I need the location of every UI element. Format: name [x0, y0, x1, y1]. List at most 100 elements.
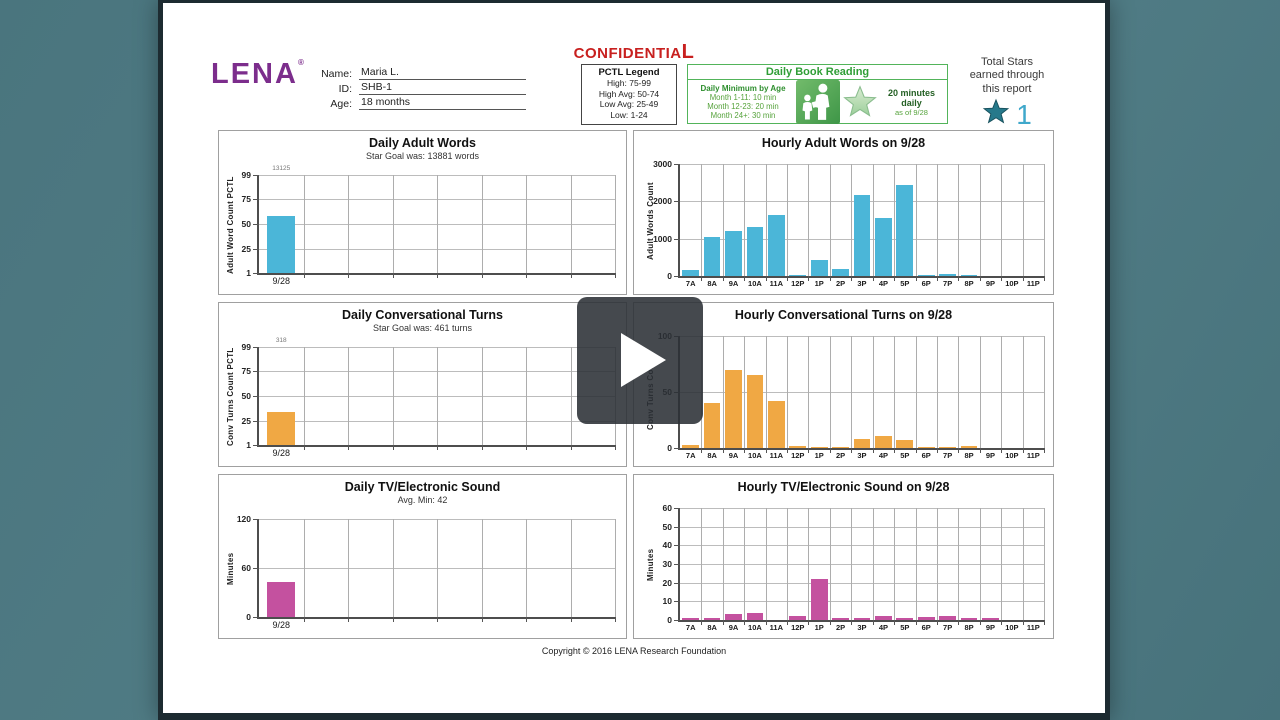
x-tick-label: 9/28: [272, 276, 291, 286]
x-tick-label: 7P: [943, 279, 953, 288]
bar: [703, 618, 721, 620]
bar: [917, 617, 935, 620]
x-tick-label: 6P: [921, 451, 931, 460]
bar: [682, 444, 700, 448]
age-label: Age:: [330, 98, 352, 110]
pctl-legend-title: PCTL Legend: [598, 67, 660, 78]
plot-area: 0 10 20 30 40 50 60 7A 8A 9A 10A 11A 12P 1P 2P 3P 4P 5P 6P…: [663, 503, 1045, 632]
y-axis-label: Minutes: [226, 552, 235, 586]
x-tick-label: 7A: [685, 623, 696, 632]
bar: [768, 215, 785, 276]
bar-value-label: 318: [275, 337, 287, 344]
registered-mark: ®: [297, 58, 304, 67]
x-tick-label: 8A: [707, 623, 717, 632]
bar: [810, 260, 828, 276]
copyright-text: Copyright © 2016 LENA Research Foundatio…: [541, 646, 727, 656]
bar: [853, 439, 871, 448]
x-tick-label: 9A: [728, 279, 739, 288]
play-icon: [621, 333, 666, 387]
x-tick-label: 6P: [921, 279, 931, 288]
book-reading-icon: [796, 80, 840, 124]
total-stars: Total Stars earned through this report 1: [951, 56, 1063, 131]
chart-subtitle: Star Goal was: 461 turns: [372, 323, 473, 333]
x-tick-label: 11A: [769, 279, 784, 288]
x-tick-label: 5P: [900, 279, 910, 288]
name-value: Maria L.: [359, 66, 526, 80]
x-tick-label: 10P: [1005, 279, 1019, 288]
confidential-text: CONFIDENTIA: [573, 45, 682, 62]
bar: [917, 274, 935, 276]
id-label: ID:: [338, 83, 352, 95]
bar: [896, 618, 914, 620]
plot-area: 1 25 50 75 99 9/28 13125: [242, 165, 616, 286]
bar: [746, 375, 764, 448]
total-stars-caption: Total Stars earned through this report: [951, 56, 1063, 96]
bar: [939, 274, 956, 276]
x-tick-label: 9P: [985, 451, 996, 460]
plot-area: 0501007A8A9A10A11A12P1P2P3P4P5P6P7P8P9P1…: [658, 331, 1045, 460]
x-tick-label: 8P: [964, 451, 974, 460]
pctl-legend-line: Low: 1-24: [610, 109, 648, 120]
chart-title: Hourly Adult Words on 9/28: [761, 136, 926, 150]
reading-goal: 20 minutes daily as of 9/28: [878, 88, 945, 117]
bar: [832, 268, 849, 276]
pctl-legend-line: High Avg: 50-74: [598, 88, 660, 99]
x-tick-label: 9P: [985, 623, 996, 632]
x-tick-label: 10A: [748, 451, 762, 460]
pctl-legend: PCTL Legend High: 75-99 High Avg: 50-74 …: [581, 64, 677, 125]
bar: [982, 618, 999, 620]
hourly-tv-sound-chart: Hourly TV/Electronic Sound on 9/28 Minut…: [633, 474, 1054, 639]
y-axis-label: Minutes: [646, 548, 655, 582]
x-tick-label: 12P: [791, 451, 805, 460]
bar: [267, 216, 296, 273]
x-tick-label: 1P: [814, 279, 824, 288]
confidential-label: CONFIDENTIAL: [163, 41, 1105, 64]
daily-conversational-turns-chart: Daily Conversational Turns Star Goal was…: [218, 302, 627, 467]
daily-book-reading-box: Daily Book Reading Daily Minimum by Age …: [687, 64, 948, 124]
x-tick-label: 9/28: [272, 448, 291, 458]
pctl-legend-line: High: 75-99: [607, 78, 651, 88]
id-row: ID: SHB-1: [309, 81, 526, 95]
x-tick-label: 11P: [1026, 279, 1040, 288]
star-count: 1: [1016, 98, 1032, 130]
name-row: Name: Maria L.: [309, 66, 526, 80]
daily-tv-sound-chart: Daily TV/Electronic Sound Avg. Min: 42 M…: [218, 474, 627, 639]
x-tick-label: 7P: [943, 623, 953, 632]
x-tick-label: 12P: [791, 623, 805, 632]
chart-title: Hourly Conversational Turns on 9/28: [734, 308, 953, 322]
x-tick-label: 2P: [835, 279, 846, 288]
x-tick-label: 3P: [857, 623, 867, 632]
bar: [960, 445, 978, 448]
bar: [682, 270, 700, 276]
x-tick-label: 11A: [769, 451, 784, 460]
reading-goal-text: 20 minutes daily: [887, 87, 936, 108]
caption-line: earned through: [969, 69, 1045, 82]
bar: [917, 446, 935, 448]
bar: [746, 613, 764, 620]
bar: [939, 616, 956, 620]
bar: [810, 578, 828, 620]
x-tick-label: 3P: [857, 279, 867, 288]
y-axis-label: Adult Word Count PCTL: [226, 176, 235, 274]
chart-title: Daily Conversational Turns: [342, 308, 503, 322]
frame-edge-bottom: [163, 713, 1105, 720]
x-tick-label: 7P: [943, 451, 953, 460]
report-page: LENA® Name: Maria L. ID: SHB-1 Age: 18 m…: [158, 0, 1110, 720]
x-tick-label: 7A: [685, 451, 696, 460]
x-tick-label: 2P: [835, 451, 846, 460]
bar-value-label: 13125: [272, 165, 291, 172]
x-tick-label: 10P: [1005, 623, 1019, 632]
bar: [768, 400, 785, 448]
chart-subtitle: Avg. Min: 42: [397, 495, 448, 505]
teal-star-icon: [982, 98, 1010, 131]
chart-subtitle: Star Goal was: 13881 words: [365, 151, 480, 161]
x-tick-label: 4P: [878, 279, 888, 288]
green-star-icon: [842, 84, 878, 120]
x-tick-label: 8A: [707, 279, 717, 288]
bar: [810, 446, 828, 448]
x-tick-label: 5P: [900, 623, 910, 632]
play-button[interactable]: [577, 297, 703, 424]
bar: [939, 446, 956, 448]
bar: [875, 435, 892, 448]
bar: [853, 618, 871, 620]
